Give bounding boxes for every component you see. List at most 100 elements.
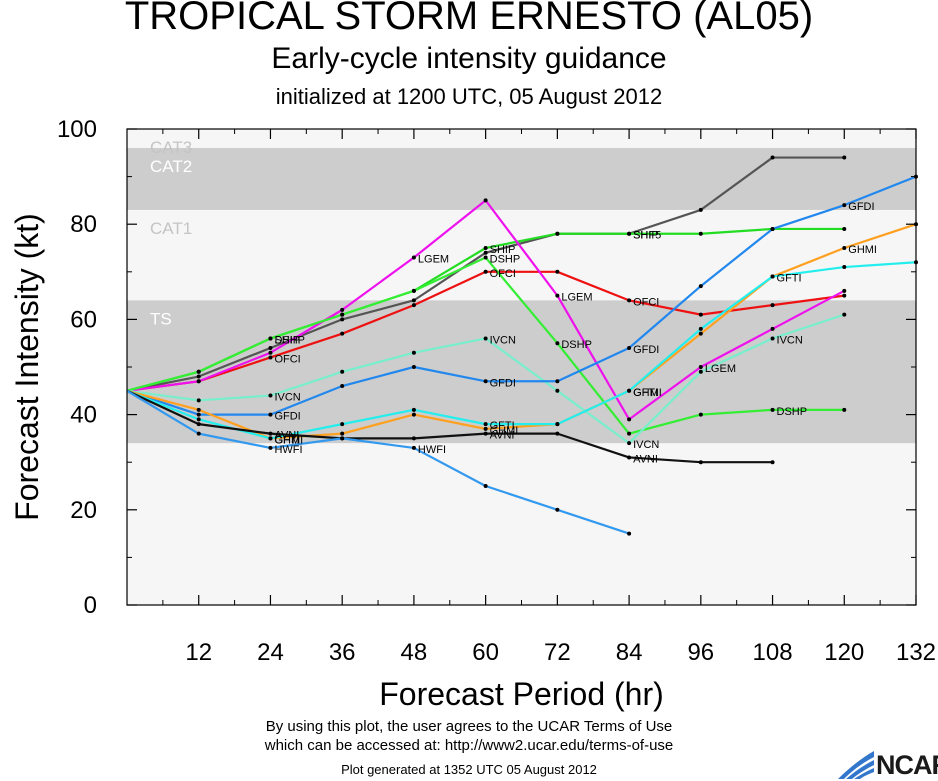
series-label-gfdi: GFDI bbox=[274, 411, 300, 423]
data-point-ship bbox=[842, 226, 847, 231]
data-point-shf5 bbox=[483, 250, 488, 255]
data-point-avni bbox=[483, 431, 488, 436]
x-tick-label: 96 bbox=[687, 639, 714, 666]
data-point-gfti bbox=[842, 265, 847, 270]
chart-title: TROPICAL STORM ERNESTO (AL05) bbox=[124, 0, 814, 38]
series-label-ivcn: IVCN bbox=[633, 439, 659, 451]
x-tick-label: 36 bbox=[329, 639, 356, 666]
data-point-ship bbox=[627, 231, 632, 236]
data-point-lgem bbox=[268, 350, 273, 355]
data-point-ivcn bbox=[268, 393, 273, 398]
x-tick-label: 132 bbox=[896, 639, 936, 666]
data-point-gfdi bbox=[842, 203, 847, 208]
data-point-avni bbox=[268, 431, 273, 436]
data-point-ghmi bbox=[340, 431, 345, 436]
band-ts bbox=[127, 300, 916, 444]
data-point-gfti bbox=[770, 274, 775, 279]
series-label-ship: SHIP bbox=[633, 230, 659, 242]
data-point-gfti bbox=[483, 422, 488, 427]
data-point-hwfi bbox=[411, 445, 416, 450]
data-point-gfti bbox=[196, 417, 201, 422]
data-point-hwfi bbox=[340, 436, 345, 441]
x-tick-label: 84 bbox=[616, 639, 643, 666]
data-point-ivcn bbox=[842, 312, 847, 317]
series-label-gfti: GFTI bbox=[490, 420, 515, 432]
series-line-ghmi bbox=[126, 223, 917, 440]
x-tick-label: 60 bbox=[472, 639, 499, 666]
data-point-ghmi bbox=[483, 426, 488, 431]
data-point-avni bbox=[698, 460, 703, 465]
series-label-ofci: OFCI bbox=[490, 268, 516, 280]
data-point-avni bbox=[770, 460, 775, 465]
data-point-ghmi bbox=[842, 246, 847, 250]
data-point-hwfi bbox=[196, 431, 201, 436]
data-point-ivcn bbox=[627, 441, 632, 446]
ncar-logo-icon bbox=[838, 751, 874, 779]
data-point-lgem bbox=[340, 307, 345, 312]
data-point-ofci bbox=[268, 355, 273, 360]
x-tick-label: 12 bbox=[185, 639, 212, 666]
generated-time: Plot generated at 1352 UTC 05 August 201… bbox=[341, 762, 597, 777]
series-label-dshp: DSHP bbox=[561, 339, 592, 351]
data-point-hwfi bbox=[555, 507, 560, 512]
data-point-gfdi bbox=[411, 365, 416, 369]
data-point-gfdi bbox=[196, 412, 201, 417]
data-point-ghmi bbox=[411, 412, 416, 417]
series-label-gfti: GFTI bbox=[633, 387, 658, 399]
series-label-ofci: OFCI bbox=[274, 353, 300, 365]
x-tick-label: 72 bbox=[544, 639, 571, 666]
data-point-ivcn bbox=[698, 369, 703, 374]
data-point-ivcn bbox=[555, 388, 560, 393]
data-point-gfdi bbox=[555, 379, 560, 384]
series-line-gfdi bbox=[126, 175, 917, 416]
data-point-dshp bbox=[340, 312, 345, 317]
series-label-shf5: SHF5 bbox=[633, 230, 661, 242]
series-label-lgem: LGEM bbox=[561, 292, 592, 304]
band-label-ts: TS bbox=[150, 309, 172, 328]
series-line-hwfi bbox=[126, 389, 630, 535]
data-point-dshp bbox=[698, 412, 703, 417]
y-tick-label: 40 bbox=[70, 402, 97, 429]
series-label-lgem: LGEM bbox=[705, 363, 736, 375]
data-point-dshp bbox=[196, 369, 201, 374]
data-point-avni bbox=[555, 431, 560, 436]
y-tick-label: 60 bbox=[70, 306, 97, 333]
y-axis-label: Forecast Intensity (kt) bbox=[9, 213, 45, 521]
data-point-ivcn bbox=[411, 350, 416, 355]
y-tick-label: 80 bbox=[70, 211, 97, 238]
data-point-lgem bbox=[770, 326, 775, 331]
band-label-cat2: CAT2 bbox=[150, 157, 192, 176]
data-point-gfti bbox=[698, 326, 703, 331]
chart-subtitle: Early-cycle intensity guidance bbox=[271, 42, 667, 75]
data-point-lgem bbox=[483, 198, 488, 203]
data-point-gfti bbox=[555, 422, 560, 427]
series-label-gfdi: GFDI bbox=[490, 377, 516, 389]
data-point-ship bbox=[698, 231, 703, 236]
x-tick-label: 108 bbox=[753, 639, 793, 666]
series-label-avni: AVNI bbox=[633, 453, 658, 465]
data-point-ivcn bbox=[483, 336, 488, 341]
data-point-shf5 bbox=[268, 345, 273, 350]
data-point-dshp bbox=[627, 431, 632, 436]
series-label-ship: SHIP bbox=[274, 334, 300, 346]
data-point-ivcn bbox=[770, 336, 775, 341]
data-point-gfti bbox=[340, 422, 345, 427]
data-point-gfti bbox=[627, 388, 632, 393]
data-point-ofci bbox=[698, 312, 703, 317]
data-point-lgem bbox=[555, 293, 560, 298]
series-label-avni: AVNI bbox=[274, 430, 299, 442]
data-point-ship bbox=[555, 231, 560, 236]
x-axis-label: Forecast Period (hr) bbox=[379, 676, 664, 712]
data-point-dshp bbox=[268, 336, 273, 341]
data-point-ivcn bbox=[196, 398, 201, 403]
data-point-shf5 bbox=[411, 298, 416, 303]
y-tick-label: 100 bbox=[57, 116, 97, 143]
data-point-ofci bbox=[627, 298, 632, 303]
series-label-avni: AVNI bbox=[490, 430, 515, 442]
data-point-avni bbox=[627, 455, 632, 460]
series-label-ivcn: IVCN bbox=[274, 392, 300, 404]
series-labels: SHF5SHIPSHIPSHIPOFCIOFCIOFCILGEMLGEMLGEM… bbox=[274, 201, 877, 465]
data-point-hwfi bbox=[483, 484, 488, 488]
